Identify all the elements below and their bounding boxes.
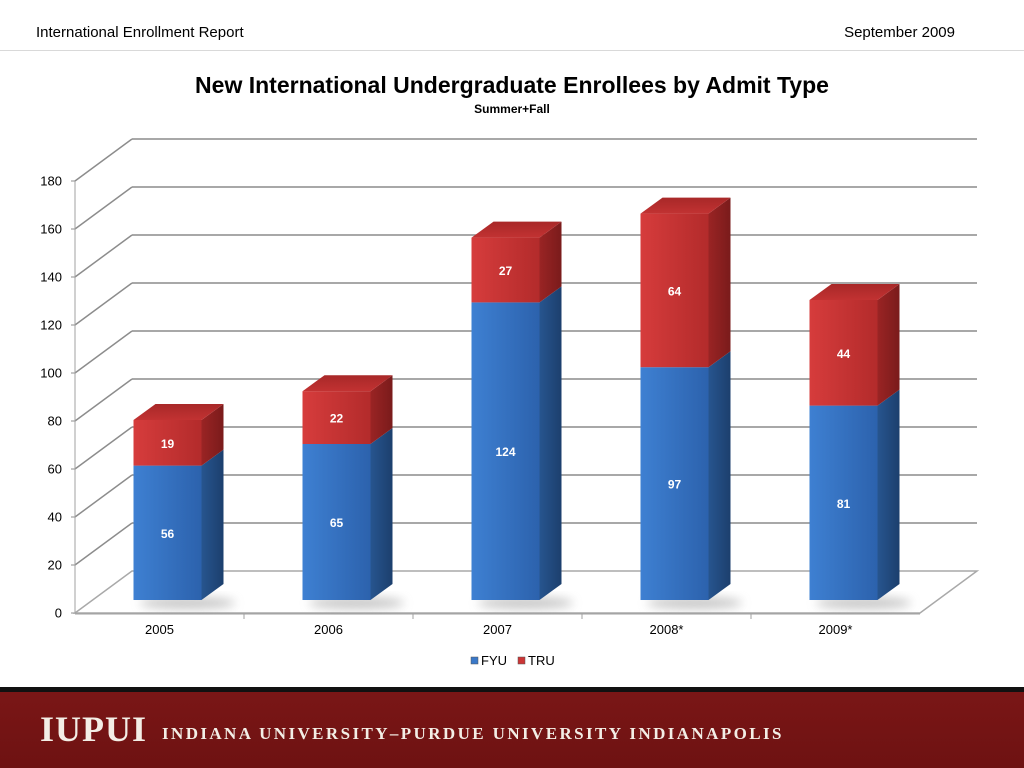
data-label-fyu: 65 <box>330 516 344 530</box>
stacked-bar-chart: 0 20 40 60 80 100 120 140 160 180 56 19 2005 65 22 2006… <box>40 138 980 668</box>
bar-fyu-side <box>539 286 562 600</box>
bar-fyu <box>471 302 540 600</box>
slide-header: International Enrollment Report Septembe… <box>0 0 1024 51</box>
bar-tru <box>302 391 371 444</box>
data-label-tru: 64 <box>668 284 682 298</box>
x-tick-label: 2005 <box>145 622 174 637</box>
bar-tru <box>809 300 878 406</box>
y-tick-label: 80 <box>48 414 62 429</box>
iupui-logo: IUPUI <box>40 709 148 749</box>
data-label-fyu: 97 <box>668 478 682 492</box>
gridline-diagonal <box>74 282 133 326</box>
bar-fyu <box>302 444 371 600</box>
bar-tru-side <box>539 221 562 303</box>
gridline-diagonal <box>74 378 133 422</box>
data-label-tru: 27 <box>499 264 513 278</box>
y-tick-label: 140 <box>40 270 62 285</box>
y-tick-label: 180 <box>40 174 62 189</box>
bar-tru-side <box>877 284 900 406</box>
data-label-fyu: 124 <box>495 445 515 459</box>
gridline-diagonal <box>74 522 133 566</box>
bar-tru-top <box>133 404 224 420</box>
x-tick-label: 2008* <box>650 622 684 637</box>
data-label-tru: 44 <box>837 347 851 361</box>
gridline-diagonal <box>74 330 133 374</box>
x-tick-label: 2007 <box>483 622 512 637</box>
y-tick-label: 60 <box>48 462 62 477</box>
bar-fyu-side <box>201 449 224 600</box>
legend-swatch <box>470 656 479 665</box>
bar-tru <box>133 420 202 466</box>
legend-label: FYU <box>481 653 507 668</box>
data-label-fyu: 56 <box>161 527 175 541</box>
gridline-diagonal <box>74 186 133 230</box>
report-date: September 2009 <box>844 24 955 41</box>
bar-tru-side <box>370 375 393 444</box>
bar-fyu-side <box>708 351 731 600</box>
chart-subtitle: Summer+Fall <box>474 102 550 116</box>
bar-tru <box>640 213 709 368</box>
y-tick-label: 160 <box>40 222 62 237</box>
bar-fyu-side <box>877 389 900 600</box>
data-label-tru: 19 <box>161 437 175 451</box>
footer-banner: IUPUI INDIANA UNIVERSITY–PURDUE UNIVERSI… <box>0 692 1024 768</box>
bar-tru-side <box>201 404 224 466</box>
y-tick-label: 40 <box>48 510 62 525</box>
bar-fyu <box>640 367 709 600</box>
bar-tru-top <box>809 284 900 300</box>
y-tick-label: 120 <box>40 318 62 333</box>
y-tick-label: 100 <box>40 366 62 381</box>
x-tick-label: 2006 <box>314 622 343 637</box>
university-name: INDIANA UNIVERSITY–PURDUE UNIVERSITY IND… <box>162 724 784 743</box>
legend-label: TRU <box>528 653 555 668</box>
bar-tru-top <box>640 197 731 214</box>
bar-tru <box>471 237 540 303</box>
footer-divider <box>0 687 1024 692</box>
report-title: International Enrollment Report <box>36 24 244 41</box>
y-tick-label: 20 <box>48 558 62 573</box>
gridline-diagonal <box>74 474 133 518</box>
data-label-tru: 22 <box>330 412 344 426</box>
bar-tru-side <box>708 197 731 368</box>
legend-swatch <box>517 656 526 665</box>
bar-tru-top <box>302 375 393 392</box>
gridline-diagonal <box>74 138 133 182</box>
gridline-diagonal <box>74 234 133 278</box>
bar-fyu <box>809 405 878 600</box>
bar-tru-top <box>471 221 562 238</box>
gridline-diagonal <box>74 426 133 470</box>
chart-title: New International Undergraduate Enrollee… <box>195 72 829 98</box>
bar-fyu <box>133 465 202 600</box>
y-tick-label: 0 <box>55 606 62 621</box>
bar-fyu-side <box>370 428 393 600</box>
x-tick-label: 2009* <box>819 622 853 637</box>
data-label-fyu: 81 <box>837 497 851 511</box>
